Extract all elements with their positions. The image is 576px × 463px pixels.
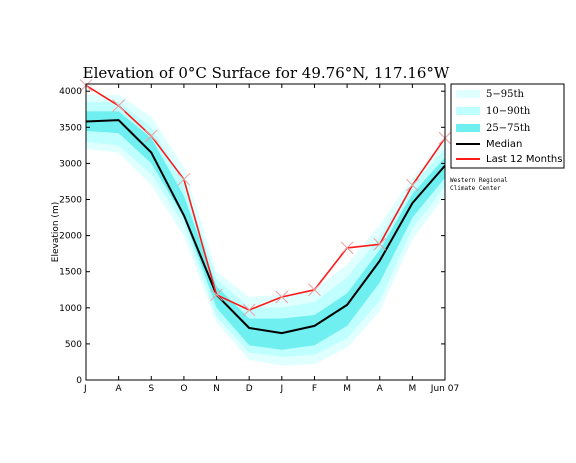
last-12-months-point: [112, 99, 125, 113]
last-12-months-point: [340, 241, 354, 255]
legend: 5−95th 10−90th 25−75th Median Last 12 Months: [450, 83, 565, 169]
y-tick-label: 3500: [59, 123, 82, 133]
y-tick-label: 0: [76, 376, 82, 386]
legend-label: Median: [486, 139, 522, 150]
x-tick-label: M: [343, 384, 351, 394]
last-12-months-point: [177, 172, 191, 186]
y-axis: 0 500 1000 1500 2000 2500 3000 3500 4000: [59, 87, 445, 386]
y-tick-label: 4000: [59, 87, 82, 97]
y-tick-label: 1000: [59, 304, 82, 314]
median-line: [85, 119, 446, 335]
x-tick-label: A: [116, 384, 123, 394]
credit-annotation: Western Regional Climate Center: [450, 177, 508, 192]
y-tick-label: 1500: [59, 268, 82, 278]
x-tick-label: O: [180, 384, 187, 394]
last-12-months-point: [308, 283, 321, 297]
legend-swatch: [456, 107, 480, 115]
y-tick-label: 2000: [59, 232, 82, 242]
percentile-bands: [86, 94, 445, 366]
x-axis: J A S O N D J F M A M Jun 07: [83, 84, 459, 394]
credit-line: Climate Center: [450, 185, 501, 192]
x-tick-label: A: [377, 384, 384, 394]
legend-label: 10−90th: [486, 106, 531, 117]
series-lines: [79, 79, 452, 335]
x-tick-label: M: [408, 384, 416, 394]
x-tick-label: J: [279, 384, 283, 394]
y-axis-label: Elevation (m): [51, 202, 61, 262]
legend-label: Last 12 Months: [486, 154, 562, 165]
x-tick-label: N: [213, 384, 220, 394]
legend-swatch: [456, 124, 480, 132]
last-12-months-point: [242, 303, 256, 317]
x-tick-label: Jun 07: [430, 384, 459, 394]
last-12-months-point: [144, 129, 158, 143]
x-tick-label: J: [83, 384, 87, 394]
y-tick-label: 2500: [59, 196, 82, 206]
chart-title: Elevation of 0°C Surface for 49.76°N, 11…: [83, 64, 450, 82]
legend-swatch: [456, 90, 480, 98]
x-tick-label: F: [312, 384, 317, 394]
last-12-months-point: [275, 290, 289, 304]
y-tick-label: 500: [65, 340, 82, 350]
x-tick-label: S: [148, 384, 154, 394]
band-3: [86, 111, 445, 350]
x-tick-label: D: [246, 384, 253, 394]
last-12-months-point: [210, 288, 223, 302]
legend-label: 25−75th: [486, 123, 531, 134]
last-12-months-point: [373, 237, 387, 251]
y-tick-label: 3000: [59, 159, 82, 169]
credit-line: Western Regional: [450, 177, 508, 184]
legend-label: 5−95th: [486, 89, 524, 100]
plot-area-frame: [85, 83, 446, 381]
last-12-months-point: [406, 178, 419, 192]
